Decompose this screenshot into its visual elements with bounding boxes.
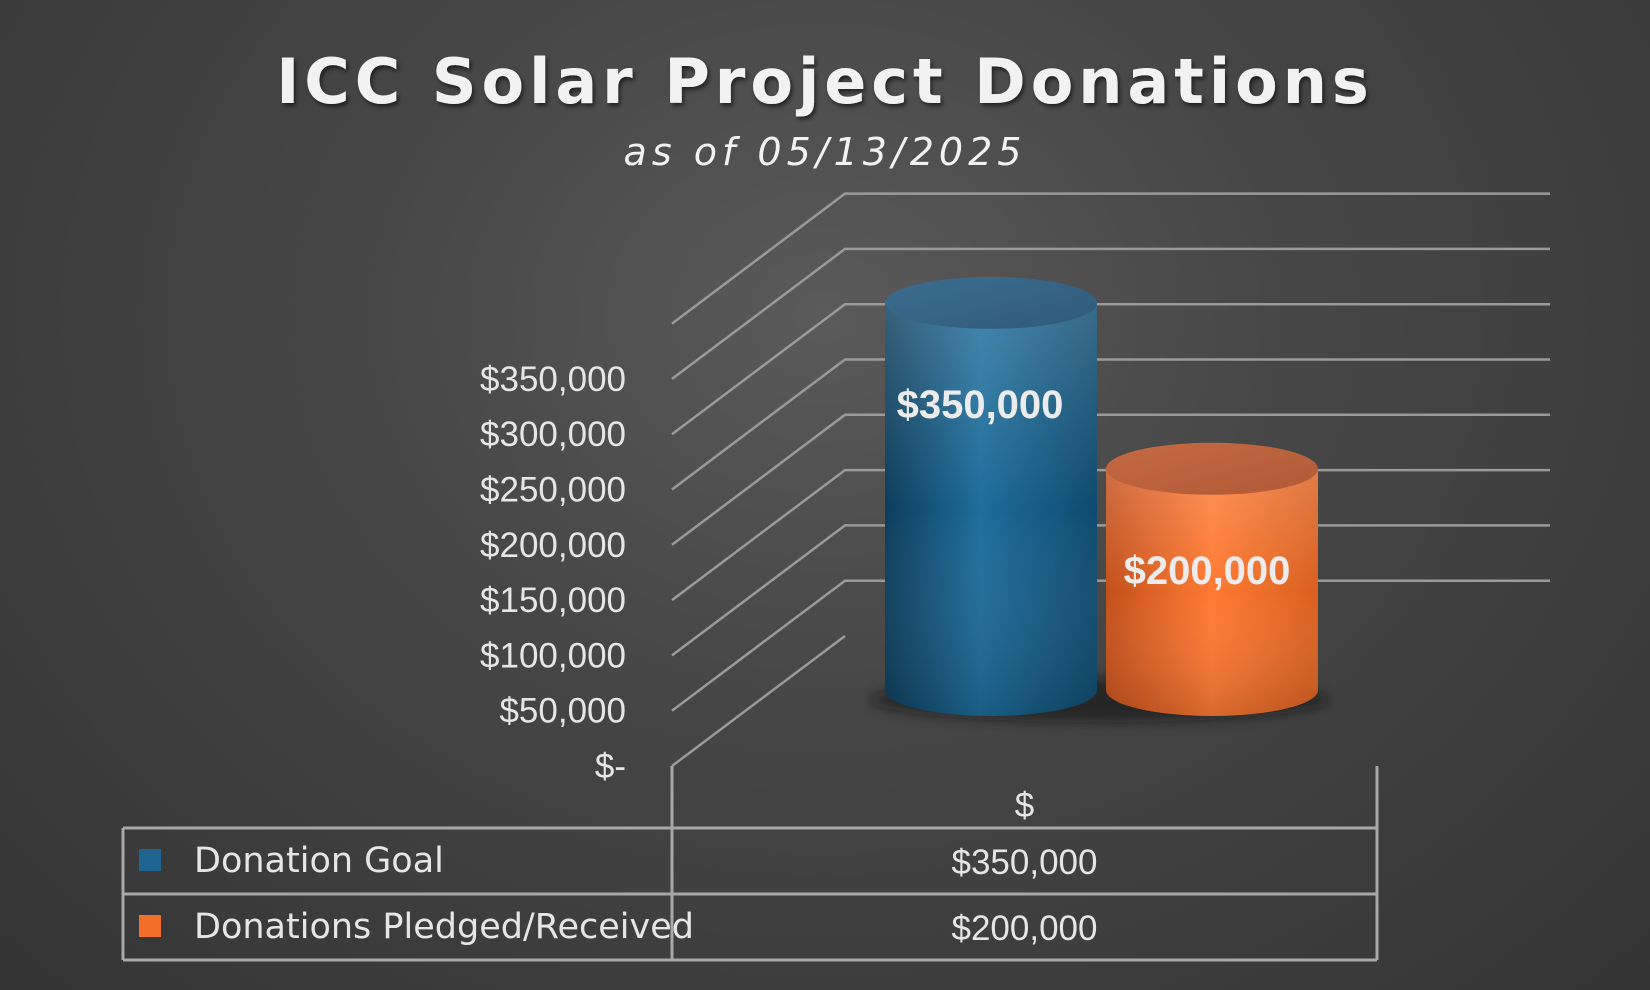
y-tick-label: $350,000 xyxy=(480,360,626,399)
gridline xyxy=(671,302,1550,436)
category-label: $ xyxy=(1015,786,1034,825)
legend-label: Donations Pledged/Received xyxy=(194,907,694,947)
y-tick-label: $150,000 xyxy=(480,581,626,620)
gridline xyxy=(671,247,1550,380)
gridline xyxy=(671,358,1550,491)
y-axis: $- $50,000 $100,000 $150,000 $200,000 $250,00… xyxy=(480,360,626,786)
y-tick-label: $200,000 xyxy=(480,526,626,565)
bar-top xyxy=(885,276,1097,329)
floor-edge xyxy=(671,635,846,767)
y-tick-label: $- xyxy=(595,747,626,786)
bar-top xyxy=(1106,442,1318,495)
data-table: $ Donation Goal $350,000 Donations Pledged/… xyxy=(121,766,1379,962)
chart-subtitle: as of 05/13/2025 xyxy=(624,130,1027,174)
y-tick-label: $50,000 xyxy=(499,692,626,731)
y-tick-label: $300,000 xyxy=(480,415,626,454)
table-value: $200,000 xyxy=(952,909,1098,948)
bar-donation-goal: $350,000 xyxy=(885,276,1097,716)
chart-title: ICC Solar Project Donations xyxy=(276,45,1374,118)
table-value: $350,000 xyxy=(952,843,1098,882)
data-label: $350,000 xyxy=(897,383,1064,427)
y-tick-label: $100,000 xyxy=(480,636,626,675)
legend-label: Donation Goal xyxy=(194,841,444,881)
gridline xyxy=(671,192,1550,325)
legend-key xyxy=(139,849,161,871)
y-tick-label: $250,000 xyxy=(480,471,626,510)
bars: $350,000 $200,000 xyxy=(870,276,1330,722)
gridline xyxy=(671,413,1550,546)
data-label: $200,000 xyxy=(1124,549,1291,593)
legend-key xyxy=(139,915,161,937)
gridlines xyxy=(671,192,1550,767)
bar-donations-pledged: $200,000 xyxy=(1106,442,1318,716)
